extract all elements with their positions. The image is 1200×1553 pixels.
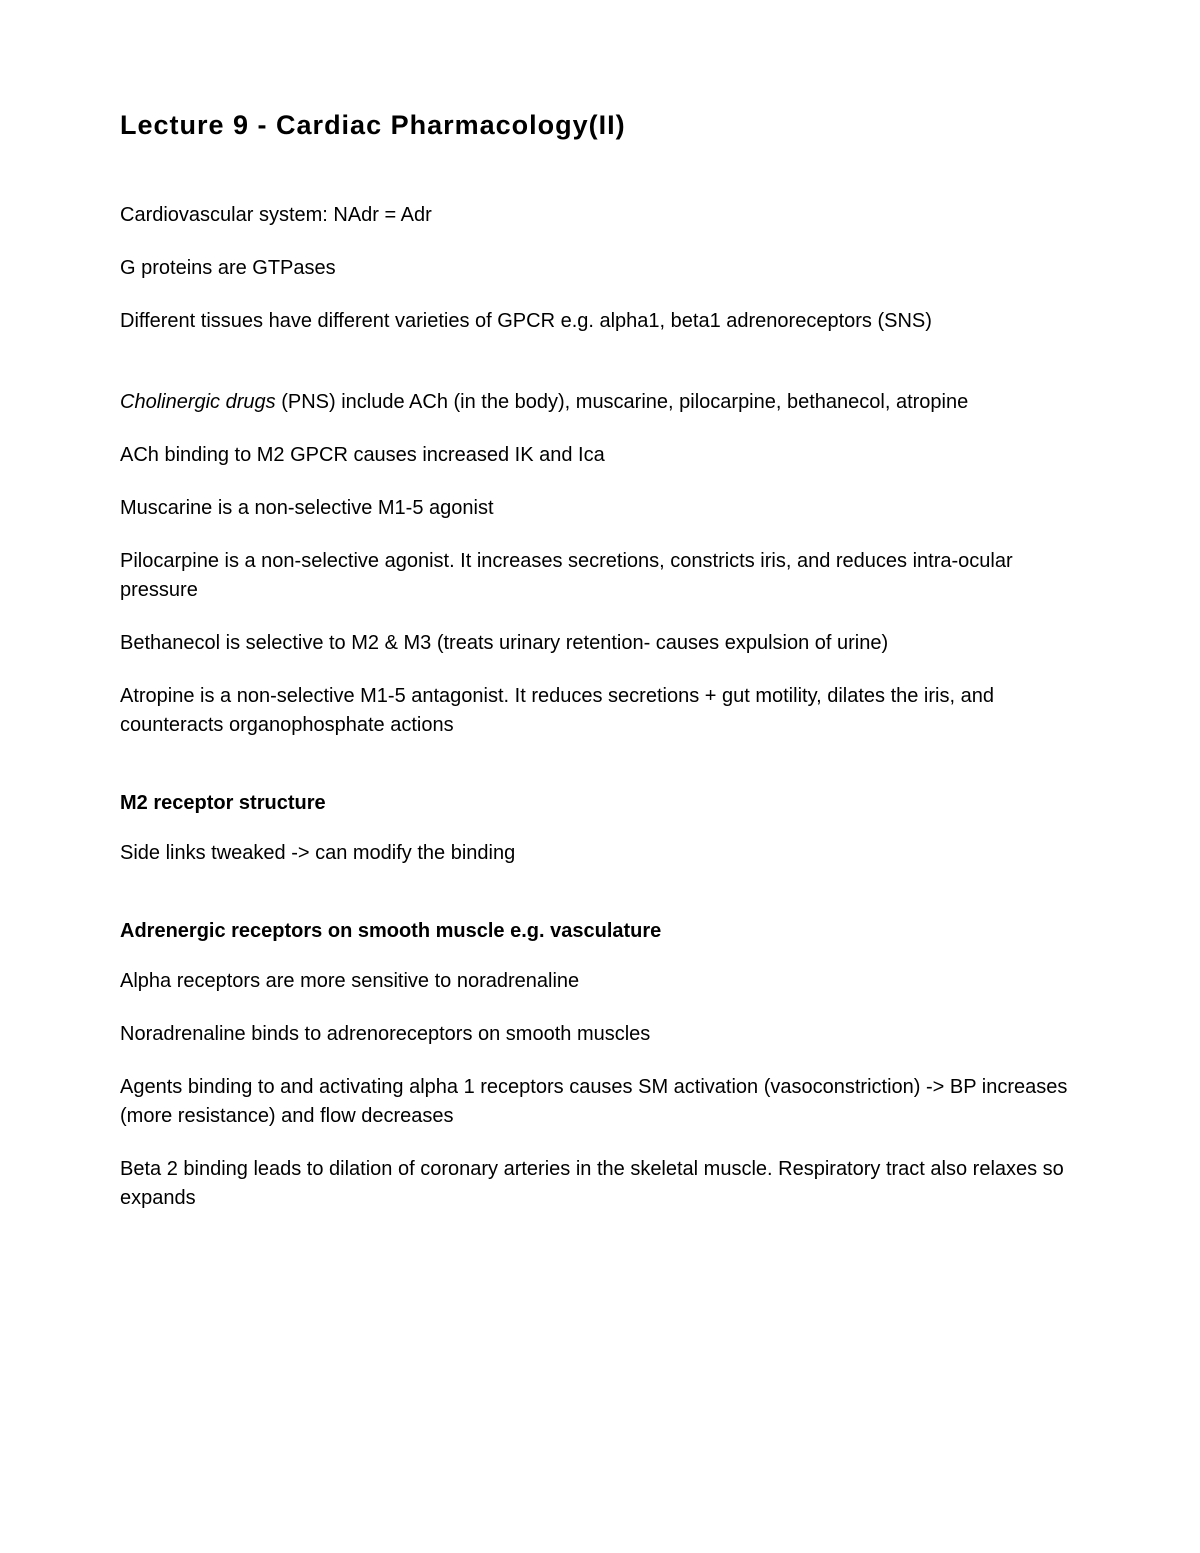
cholinergic-lead-rest: (PNS) include ACh (in the body), muscari… [276, 391, 969, 413]
adrenergic-paragraph: Alpha receptors are more sensitive to no… [120, 967, 1080, 996]
cholinergic-paragraph: ACh binding to M2 GPCR causes increased … [120, 441, 1080, 470]
adrenergic-paragraph: Noradrenaline binds to adrenoreceptors o… [120, 1020, 1080, 1049]
section-gap [120, 892, 1080, 920]
adrenergic-paragraph: Beta 2 binding leads to dilation of coro… [120, 1155, 1080, 1213]
cholinergic-paragraph: Muscarine is a non-selective M1-5 agonis… [120, 494, 1080, 523]
section-gap [120, 360, 1080, 388]
cholinergic-paragraph: Pilocarpine is a non-selective agonist. … [120, 547, 1080, 605]
cholinergic-lead-term: Cholinergic drugs [120, 391, 276, 413]
intro-paragraph: Cardiovascular system: NAdr = Adr [120, 201, 1080, 230]
adrenergic-paragraph: Agents binding to and activating alpha 1… [120, 1073, 1080, 1131]
intro-paragraph: Different tissues have different varieti… [120, 307, 1080, 336]
m2-heading: M2 receptor structure [120, 792, 1080, 815]
cholinergic-lead: Cholinergic drugs (PNS) include ACh (in … [120, 388, 1080, 417]
document-page: Lecture 9 - Cardiac Pharmacology(II) Car… [0, 0, 1200, 1337]
section-gap [120, 764, 1080, 792]
cholinergic-paragraph: Atropine is a non-selective M1-5 antagon… [120, 682, 1080, 740]
cholinergic-paragraph: Bethanecol is selective to M2 & M3 (trea… [120, 629, 1080, 658]
intro-paragraph: G proteins are GTPases [120, 254, 1080, 283]
page-title: Lecture 9 - Cardiac Pharmacology(II) [120, 110, 1080, 141]
adrenergic-heading: Adrenergic receptors on smooth muscle e.… [120, 920, 1080, 943]
m2-paragraph: Side links tweaked -> can modify the bin… [120, 839, 1080, 868]
